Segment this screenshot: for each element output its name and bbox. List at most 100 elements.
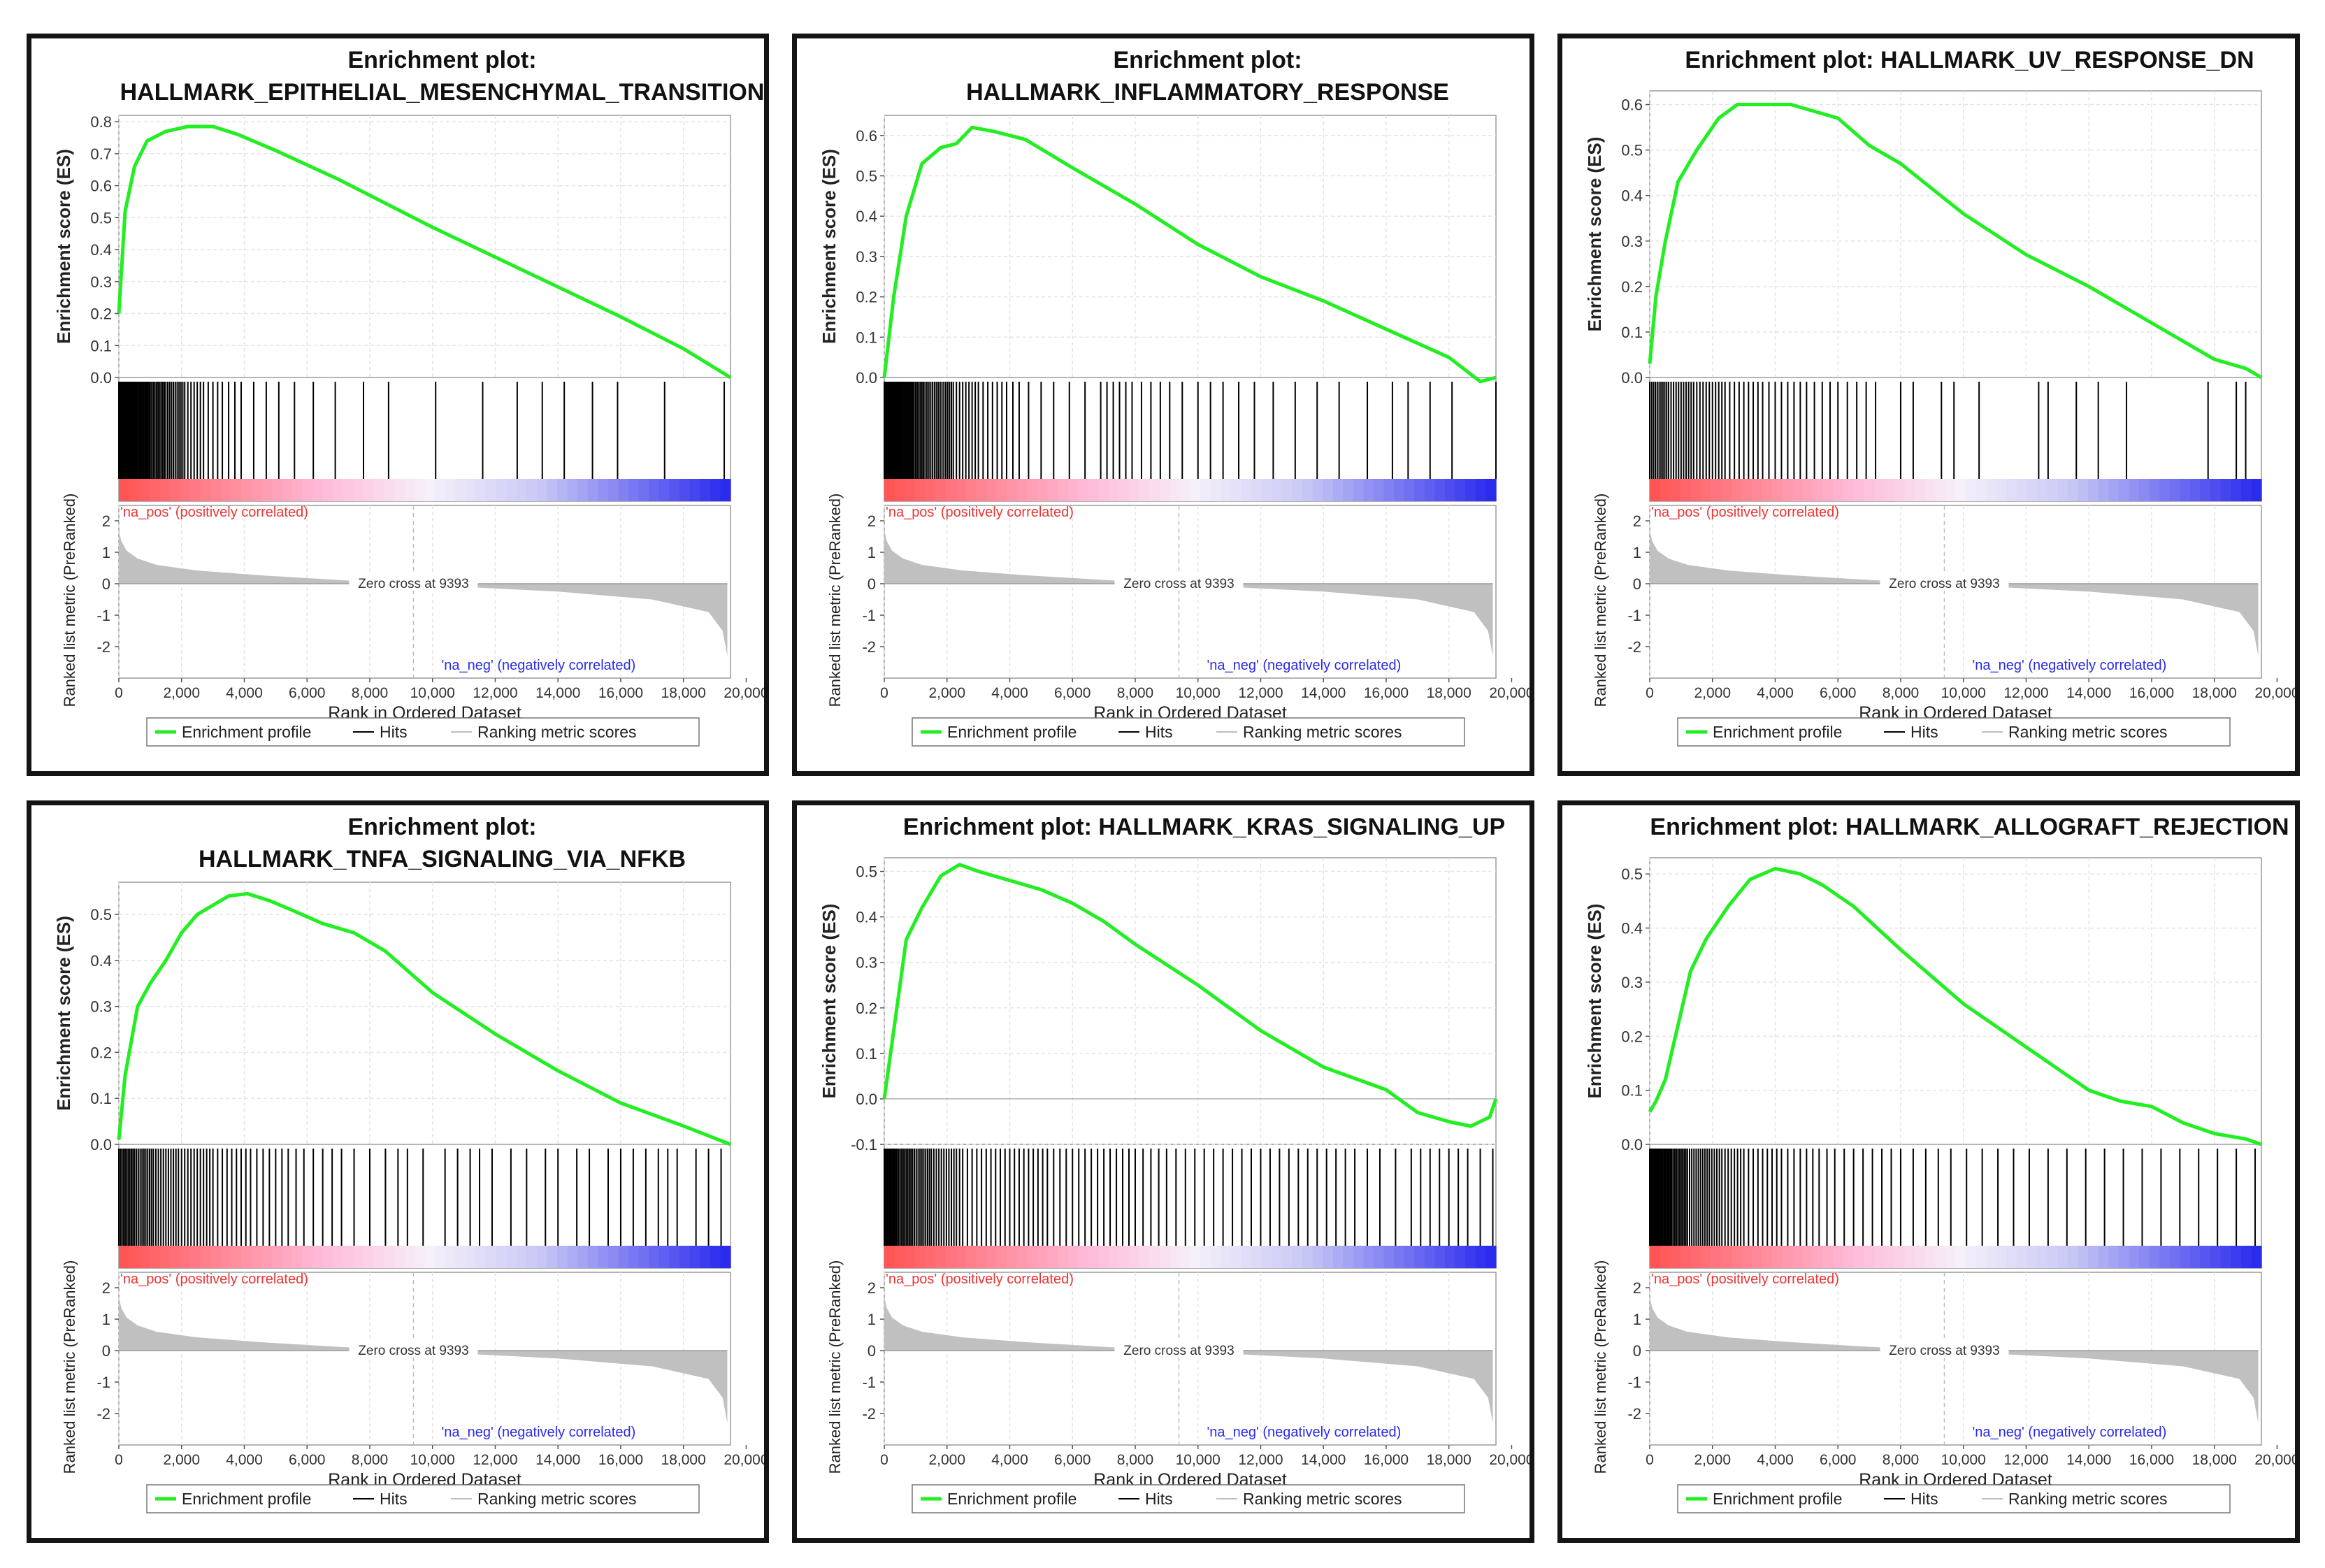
ranked-color-bar-segment [2200,479,2211,501]
ranked-color-bar-segment [210,479,222,501]
ranking-metric-area [1650,1297,2259,1423]
ranked-color-bar-segment [1272,1246,1283,1268]
ranked-color-bar-segment [1700,1246,1712,1268]
ranked-color-bar-segment [1159,479,1170,501]
ranked-color-bar-segment [1833,479,1844,501]
ranked-color-bar-segment [119,479,130,501]
ranked-color-bar-segment [261,1246,273,1268]
pos-correlated-label: 'na_pos' (positively correlated) [1651,505,1839,520]
ranked-color-bar-segment [465,479,477,501]
es-tick-label: 0.2 [856,1000,877,1017]
neg-correlated-label: 'na_neg' (negatively correlated) [1207,1425,1401,1440]
ranked-color-bar-segment [271,479,282,501]
ranked-color-bar-segment [465,1246,477,1268]
ranked-color-bar-segment [2088,1246,2099,1268]
legend-box [146,1484,700,1513]
metric-tick-label: 0 [868,1342,876,1360]
ranked-color-bar-segment [261,479,273,501]
ranked-color-bar-segment [536,1246,548,1268]
metric-tick-label: -1 [96,607,110,624]
ranked-color-bar-segment [628,1246,640,1268]
es-tick-label: 0.1 [90,1090,112,1107]
ranked-color-bar-segment [231,479,242,501]
ranked-color-bar-segment [1363,1246,1374,1268]
ranked-color-bar-segment [353,1246,364,1268]
es-tick-label: 0.6 [1621,96,1643,114]
es-tick-label: 0.5 [856,168,877,185]
ranked-color-bar-segment [976,479,987,501]
ranked-color-bar-segment [1394,1246,1405,1268]
ranked-color-bar-segment [506,1246,517,1268]
ranked-color-bar-segment [1966,479,1977,501]
x-tick-label: 6,000 [1820,1452,1857,1468]
ranked-color-bar-segment [1802,1246,1813,1268]
ranked-color-bar-segment [2078,1246,2089,1268]
es-tick-label: 0.3 [856,248,877,266]
x-tick-label: 10,000 [1176,685,1221,701]
ranked-color-bar-segment [2240,1246,2252,1268]
x-tick-label: 14,000 [2066,1452,2111,1468]
legend-profile-label: Enrichment profile [947,1490,1077,1508]
x-tick-label: 14,000 [535,685,580,701]
ranked-color-bar-segment [1394,479,1405,501]
x-tick-label: 20,000 [724,1452,764,1468]
zero-cross-label-bg [1114,1341,1244,1358]
ranked-color-bar-segment [720,1246,731,1268]
legend-hits-label: Hits [1910,723,1938,741]
ranked-color-bar-segment [669,479,680,501]
es-axis-label: Enrichment score (ES) [819,149,840,344]
legend-scores-label: Ranking metric scores [477,1490,637,1508]
metric-tick-label: 0 [102,1342,110,1360]
ranked-color-bar-segment [2078,479,2089,501]
ranked-color-bar-segment [373,479,384,501]
es-tick-label: -0.1 [851,1136,877,1153]
ranked-color-bar-segment [1660,1246,1671,1268]
ranked-color-bar-segment [894,1246,905,1268]
es-tick-label: 0.4 [1621,187,1643,205]
ranked-color-bar-segment [1159,1246,1170,1268]
ranked-color-bar-segment [384,1246,395,1268]
metric-axis-label: Ranked list metric (PreRanked) [1592,1260,1609,1474]
ranked-color-bar-segment [956,1246,967,1268]
ranked-color-bar-segment [1485,479,1497,501]
x-tick-label: 12,000 [2003,1452,2048,1468]
ranked-color-bar-segment [1813,479,1824,501]
ranked-color-bar-segment [679,1246,691,1268]
ranked-color-bar-segment [1485,1246,1497,1268]
ranking-metric-area [119,1297,728,1423]
x-tick-label: 12,000 [1238,1452,1283,1468]
pos-correlated-label: 'na_pos' (positively correlated) [886,1272,1074,1287]
legend-profile-label: Enrichment profile [1713,723,1842,741]
zero-cross-label-bg [349,574,478,591]
es-plot-frame [1649,857,2262,1145]
ranked-color-bar-segment [1047,1246,1058,1268]
ranked-color-bar-segment [965,479,977,501]
es-tick-label: 0.0 [1621,1136,1643,1153]
ranked-color-bar-segment [1904,1246,1915,1268]
es-tick-label: 0.3 [1621,233,1643,250]
x-tick-label: 2,000 [163,685,200,701]
ranked-color-bar-segment [1711,479,1722,501]
ranked-color-bar-segment [220,479,232,501]
legend-hits-label: Hits [1145,723,1173,741]
es-tick-label: 0.5 [90,906,112,923]
ranked-color-bar-segment [2108,479,2119,501]
x-tick-label: 2,000 [1694,685,1731,701]
es-tick-label: 0.6 [90,178,112,195]
metric-tick-label: 1 [1633,544,1641,561]
x-tick-label: 2,000 [928,685,965,701]
x-tick-label: 10,000 [1941,685,1986,701]
ranked-color-bar-segment [2017,1246,2028,1268]
ranked-color-bar-segment [1007,1246,1018,1268]
ranked-color-bar-segment [1996,479,2008,501]
ranked-color-bar-segment [2017,479,2028,501]
x-tick-label: 20,000 [724,685,764,701]
ranked-color-bar-segment [608,479,619,501]
ranked-color-bar-segment [1711,1246,1722,1268]
ranked-color-bar-segment [353,479,364,501]
ranked-color-bar-segment [567,479,578,501]
x-tick-label: 16,000 [598,1452,643,1468]
metric-axis-label: Ranked list metric (PreRanked) [61,494,78,707]
ranked-color-bar-segment [1027,479,1038,501]
es-tick-label: 0.4 [90,241,112,259]
